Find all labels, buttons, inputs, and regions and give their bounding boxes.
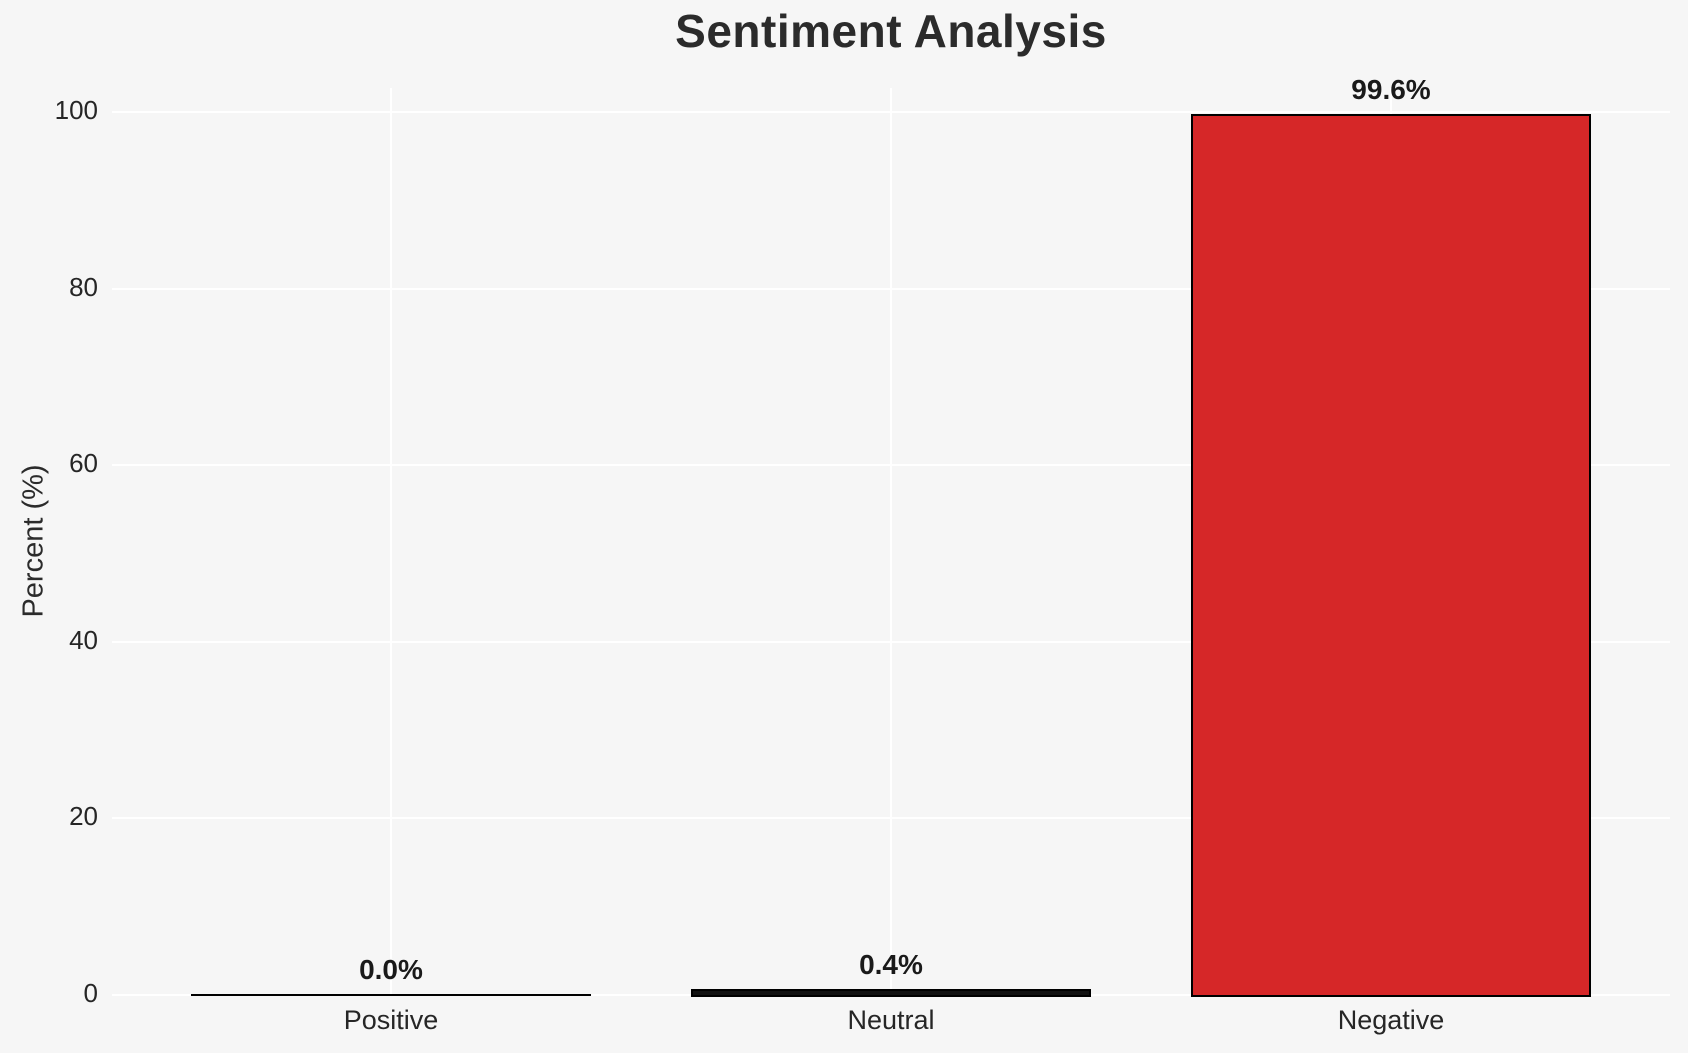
chart-title: Sentiment Analysis <box>675 5 1107 57</box>
y-tick-label-0: 0 <box>83 978 98 1008</box>
y-tick-label-100: 100 <box>54 95 98 125</box>
bar-value-label-negative: 99.6% <box>1351 73 1431 105</box>
x-tick-label-negative: Negative <box>1337 1005 1445 1035</box>
x-tick-label-positive: Positive <box>343 1005 439 1035</box>
y-tick-label-60: 60 <box>69 448 98 479</box>
y-tick-label-40: 40 <box>69 624 98 655</box>
bar-value-label-neutral: 0.4% <box>859 949 923 981</box>
y-tick-label-80: 80 <box>69 271 98 302</box>
bar-negative <box>1191 113 1591 997</box>
x-tick-label-neutral: Neutral <box>847 1005 935 1035</box>
y-tick-label-20: 20 <box>69 801 98 832</box>
x-gridline-neutral <box>890 88 892 995</box>
bar-positive <box>191 994 591 996</box>
bar-neutral <box>691 989 1091 997</box>
x-gridline-positive <box>390 88 392 995</box>
bar-value-label-positive: 0.0% <box>359 954 423 985</box>
